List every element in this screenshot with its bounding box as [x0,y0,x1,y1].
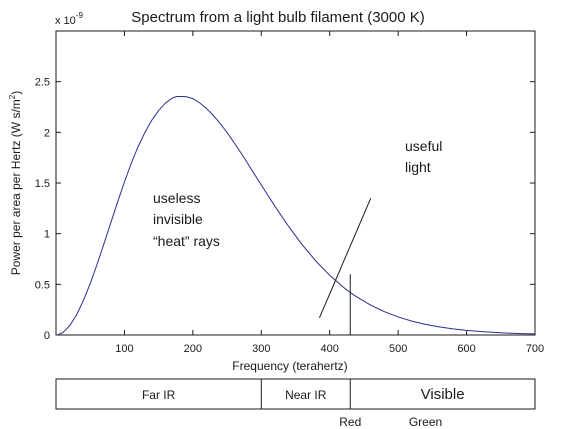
y-axis-label-superscript: 2 [8,94,17,99]
y-axis-label-main: Power per area per Hertz (W s/m [9,99,23,275]
chart-title: Spectrum from a light bulb filament (300… [131,9,424,26]
band-label-near-ir: Near IR [285,388,327,402]
x-tick-label: 600 [457,343,475,355]
x-axis-label: Frequency (terahertz) [232,359,347,373]
spectrum-curve [57,96,536,336]
y-tick-label: 1 [44,229,50,241]
y-axis: 0 0.5 1 1.5 2 2.5 [35,77,535,342]
y-tick-label: 0 [44,330,50,342]
x-axis: 100 200 300 400 500 600 700 [115,31,544,355]
y-tick-label: 1.5 [35,178,50,190]
band-marker-red: Red [339,415,361,429]
annotation-useful-line-2: light [405,159,431,175]
y-tick-label: 2.5 [35,77,50,89]
x-tick-label: 200 [184,343,202,355]
y-multiplier-base: x 10 [55,15,76,27]
x-tick-label: 400 [321,343,339,355]
spectral-band-bar: Far IR Near IR Visible [55,378,536,410]
plot-frame [55,30,536,336]
x-tick-label: 700 [526,343,544,355]
band-label-far-ir: Far IR [142,388,176,402]
x-tick-label: 300 [252,343,270,355]
annotation-useless-line-1: useless [153,190,200,206]
x-tick-label: 500 [389,343,407,355]
y-axis-label-close: ) [9,91,23,95]
band-bar-frame [55,378,536,410]
y-multiplier-exponent: -9 [76,11,84,20]
annotation-useful-arrow [318,198,372,318]
annotation-useless-heat: useless invisible “heat” rays [153,190,220,249]
annotation-useful-light: useful light [405,138,446,175]
y-multiplier: x 10-9 [55,11,83,27]
band-marker-green: Green [409,415,442,429]
x-tick-label: 100 [115,343,133,355]
annotation-useless-line-2: invisible [153,211,203,227]
y-axis-label: Power per area per Hertz (W s/m2) [8,91,23,276]
y-tick-label: 2 [44,127,50,139]
band-markers: Red Green [339,415,442,429]
annotation-useless-line-3: “heat” rays [153,233,220,249]
band-label-visible: Visible [421,386,465,403]
y-tick-label: 0.5 [35,279,50,291]
annotation-useful-line-1: useful [405,138,442,154]
